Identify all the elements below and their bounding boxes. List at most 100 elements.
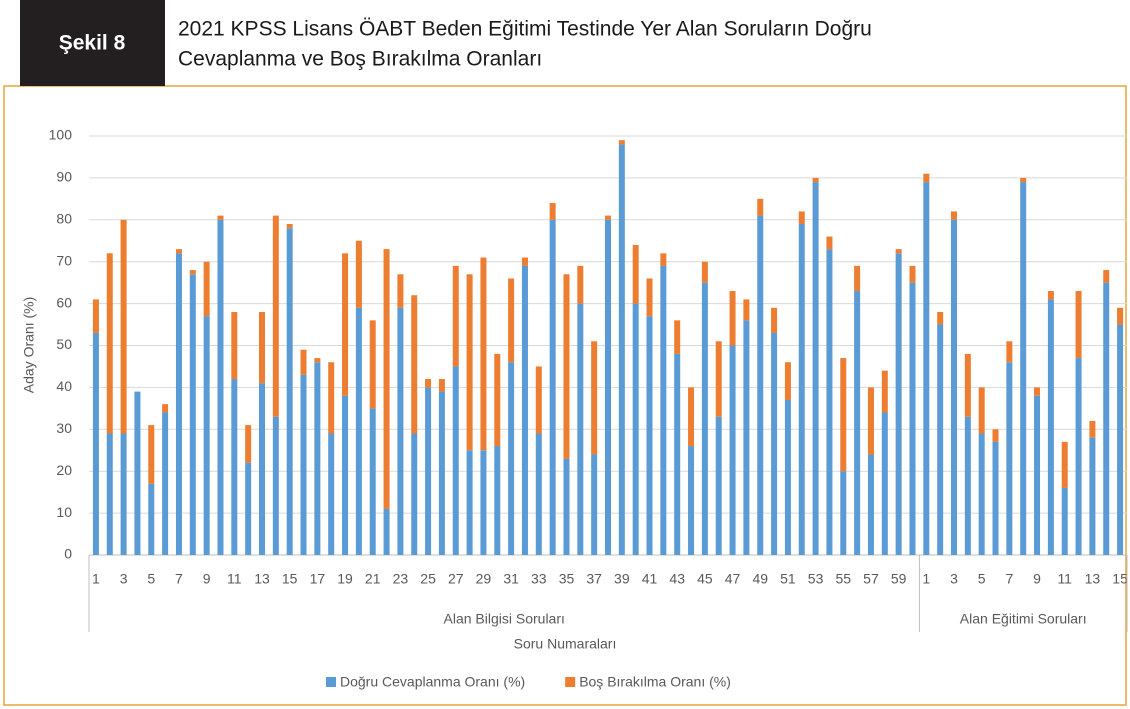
bar-segment	[895, 253, 902, 555]
x-tick-label: 1	[92, 571, 100, 587]
bar-segment	[397, 274, 404, 308]
bar-segment	[452, 366, 459, 555]
bar-segment	[342, 253, 349, 396]
x-tick-label: 55	[835, 571, 851, 587]
bar-segment	[674, 353, 681, 555]
y-tick-label: 40	[56, 378, 72, 394]
bar-segment	[300, 374, 307, 555]
bar-segment	[632, 303, 639, 555]
x-tick-label: 49	[752, 571, 768, 587]
legend-swatch	[565, 677, 576, 687]
bar-segment	[1117, 324, 1124, 555]
bar-segment	[701, 261, 708, 283]
x-tick-label: 45	[697, 571, 713, 587]
bar-segment	[189, 270, 196, 275]
bar-segment	[535, 366, 542, 434]
x-tick-label: 7	[175, 571, 183, 587]
bar-segment	[812, 182, 819, 555]
x-tick-label: 9	[1033, 571, 1041, 587]
bar-segment	[591, 454, 598, 555]
bar-segment	[438, 379, 445, 392]
bar-segment	[259, 383, 265, 555]
bar-segment	[411, 433, 418, 555]
bar-segment	[784, 399, 791, 555]
x-tick-label: 59	[891, 571, 907, 587]
bar-segment	[1020, 177, 1027, 183]
x-tick-label: 27	[448, 571, 464, 587]
bar-segment	[646, 278, 653, 317]
figure-label: Şekil 8	[59, 32, 126, 55]
bar-segment	[577, 303, 584, 555]
x-tick-label: 11	[1057, 571, 1072, 587]
bar-segment	[1089, 437, 1096, 555]
bar-segment	[1006, 362, 1013, 555]
bar-segment	[881, 370, 888, 413]
bar-segment	[521, 265, 528, 555]
bar-segment	[909, 265, 916, 283]
bar-segment	[563, 458, 570, 555]
bar-segment	[494, 353, 501, 447]
bar-segment	[245, 462, 252, 555]
bar-segment	[438, 391, 445, 555]
x-tick-label: 15	[1112, 571, 1128, 587]
bar-segment	[743, 320, 750, 555]
x-tick-label: 29	[476, 571, 492, 587]
bar-segment	[618, 140, 625, 145]
bar-segment	[923, 182, 930, 555]
bar-segment	[328, 433, 335, 555]
bar-segment	[577, 265, 584, 304]
x-tick-label: 17	[310, 571, 326, 587]
bar-segment	[106, 433, 113, 555]
bar-segment	[397, 307, 404, 555]
frame	[3, 85, 1127, 706]
bar-segment	[729, 345, 736, 555]
bar-segment	[937, 311, 944, 325]
bar-segment	[1034, 395, 1041, 555]
bar-segment	[480, 450, 487, 555]
legend-label: Boş Bırakılma Oranı (%)	[579, 674, 731, 690]
chart-title: Cevaplanma ve Boş Bırakılma Oranları	[178, 48, 542, 71]
bar-segment	[715, 416, 722, 555]
x-tick-label: 47	[725, 571, 741, 587]
bar-segment	[978, 387, 985, 434]
bar-segment	[452, 265, 459, 367]
bar-segment	[660, 265, 667, 555]
y-tick-label: 100	[49, 127, 73, 143]
x-tick-label: 53	[808, 571, 824, 587]
bar-segment	[342, 395, 349, 555]
bar-segment	[203, 261, 210, 317]
bar-segment	[909, 282, 916, 555]
x-tick-label: 9	[203, 571, 211, 587]
bar-segment	[203, 316, 210, 555]
x-tick-label: 13	[254, 571, 270, 587]
bar-segment	[1047, 291, 1054, 300]
bar-segment	[867, 454, 874, 555]
bar-segment	[286, 223, 293, 229]
bar-segment	[605, 219, 611, 556]
legend-label: Doğru Cevaplanma Oranı (%)	[340, 674, 525, 690]
bar-segment	[1034, 387, 1041, 396]
bar-segment	[272, 215, 279, 417]
bar-segment	[1061, 487, 1068, 555]
bar-segment	[895, 249, 902, 254]
bar-segment	[355, 307, 362, 555]
bar-segment	[535, 433, 542, 555]
x-tick-label: 31	[503, 571, 519, 587]
x-tick-label: 37	[586, 571, 602, 587]
bar-segment	[259, 311, 265, 384]
bar-segment	[964, 353, 971, 417]
bar-segment	[411, 295, 418, 434]
bar-segment	[425, 387, 432, 555]
bar-segment	[867, 387, 874, 455]
bar-segment	[688, 446, 695, 555]
y-tick-label: 30	[56, 420, 72, 436]
y-tick-label: 60	[56, 294, 72, 310]
y-tick-label: 10	[56, 504, 72, 520]
figure-label-box	[20, 0, 165, 86]
bar-segment	[660, 253, 667, 266]
bar-segment	[272, 416, 279, 555]
bar-segment	[369, 408, 376, 555]
bar-segment	[632, 244, 639, 304]
bar-segment	[383, 249, 390, 509]
bar-segment	[231, 311, 238, 380]
